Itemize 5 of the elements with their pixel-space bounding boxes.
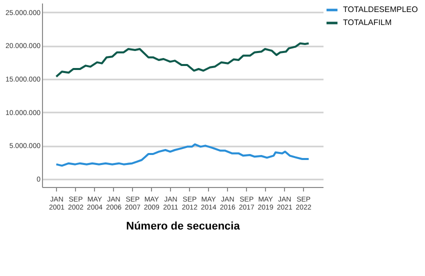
legend-label: TOTALDESEMPLEO bbox=[343, 5, 418, 14]
line-series bbox=[55, 42, 310, 78]
line-series bbox=[55, 143, 310, 167]
legend-label: TOTALAFILM bbox=[343, 18, 392, 27]
x-axis-title: Número de secuencia bbox=[126, 220, 241, 232]
